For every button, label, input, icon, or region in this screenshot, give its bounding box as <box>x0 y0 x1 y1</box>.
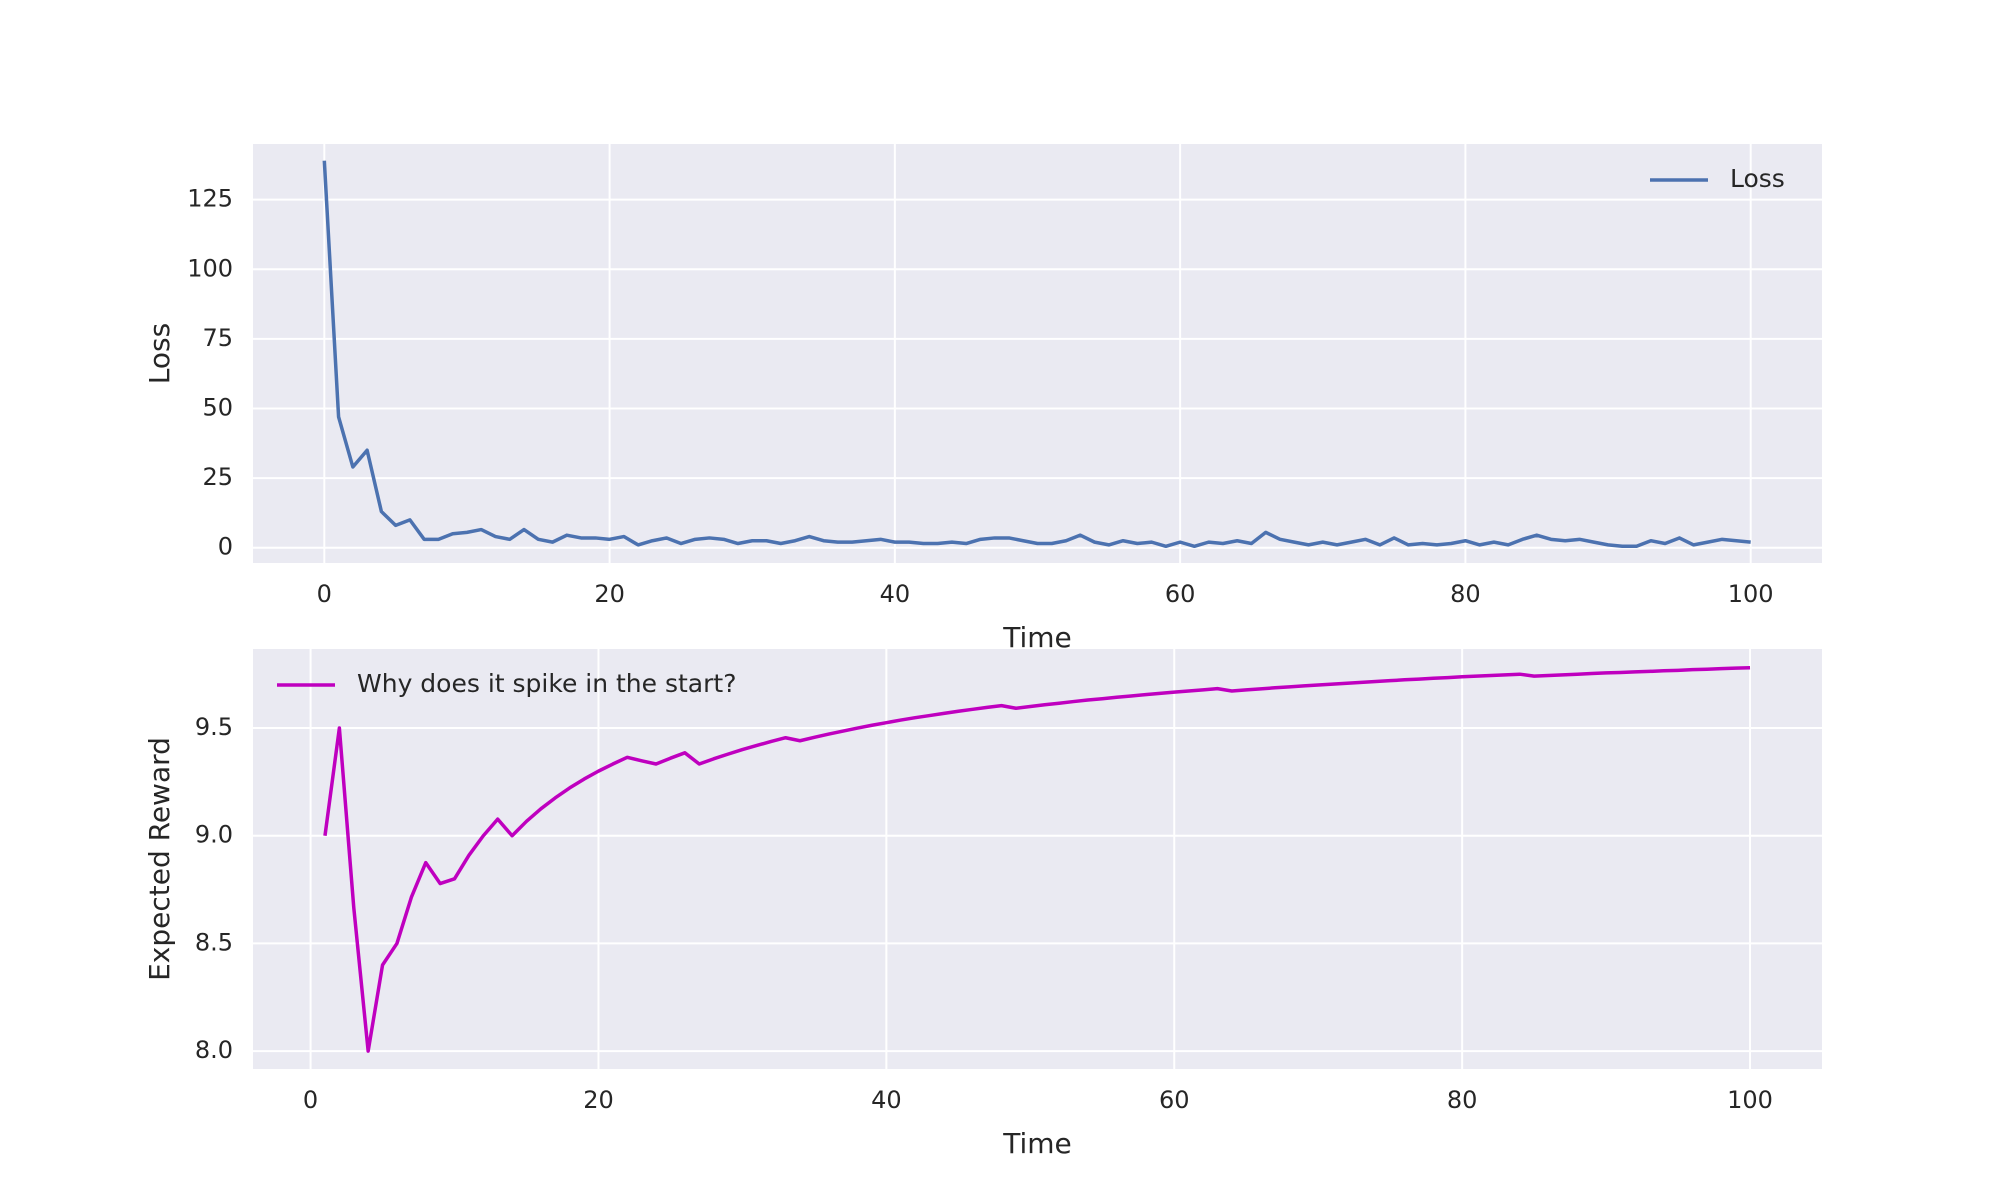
y-axis-label: Loss <box>143 323 176 384</box>
y-tick-label: 100 <box>187 254 233 282</box>
y-tick-label: 8.5 <box>195 928 233 956</box>
x-axis-label: Time <box>1002 621 1072 654</box>
line-series <box>322 160 1751 549</box>
y-tick-label: 9.5 <box>195 713 233 741</box>
x-axis-label: Time <box>1002 1127 1072 1160</box>
x-tick-label: 0 <box>303 1086 318 1114</box>
x-tick-label: 80 <box>1450 580 1481 608</box>
x-tick-label: 40 <box>871 1086 902 1114</box>
plot-area <box>253 649 1822 1069</box>
x-tick-label: 80 <box>1447 1086 1478 1114</box>
x-tick-label: 20 <box>583 1086 614 1114</box>
legend-label: Loss <box>1730 164 1785 193</box>
y-tick-label: 8.0 <box>195 1036 233 1064</box>
x-tick-label: 100 <box>1728 580 1774 608</box>
x-tick-label: 60 <box>1165 580 1196 608</box>
y-tick-label: 0 <box>218 533 233 561</box>
y-tick-label: 25 <box>202 463 233 491</box>
y-axis-label: Expected Reward <box>143 737 176 981</box>
y-tick-label: 50 <box>202 393 233 421</box>
line-series <box>323 665 1751 1053</box>
plot-area <box>253 144 1822 563</box>
legend-label: Why does it spike in the start? <box>357 669 736 698</box>
x-tick-label: 40 <box>880 580 911 608</box>
y-tick-label: 75 <box>202 324 233 352</box>
y-tick-label: 125 <box>187 185 233 213</box>
y-tick-label: 9.0 <box>195 821 233 849</box>
x-tick-label: 0 <box>317 580 332 608</box>
x-tick-label: 60 <box>1159 1086 1190 1114</box>
x-tick-label: 100 <box>1727 1086 1773 1114</box>
x-tick-label: 20 <box>594 580 625 608</box>
